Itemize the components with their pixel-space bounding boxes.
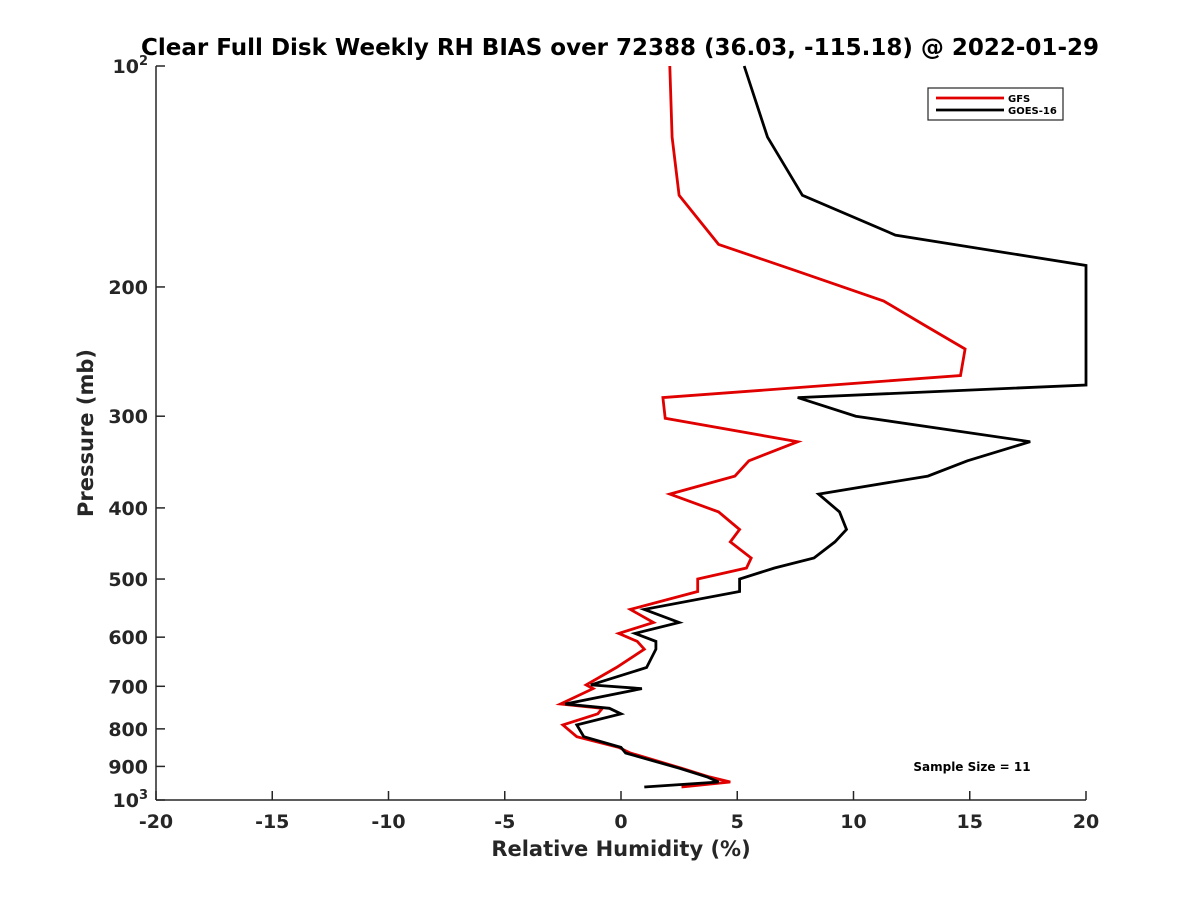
series-layer (555, 65, 1088, 789)
x-tick-label: -10 (371, 811, 405, 833)
x-tick-label: -20 (139, 811, 173, 833)
y-tick-label: 900 (108, 756, 148, 778)
series-line-gfs (555, 65, 967, 789)
chart-title: Clear Full Disk Weekly RH BIAS over 7238… (141, 35, 1099, 61)
x-tick-label: -5 (494, 811, 515, 833)
y-tick-label: 700 (108, 676, 148, 698)
legend-box (927, 87, 1064, 121)
y-tick-label: 300 (108, 406, 148, 428)
y-axis-label: Pressure (mb) (74, 349, 98, 517)
series-line-goes-16 (564, 65, 1088, 789)
axes: -20 -15 -10 -5 0 5 10 15 20 102 200 300 400 500 600 700… (108, 54, 1099, 833)
x-tick-label: 0 (614, 811, 627, 833)
y-tick-label: 200 (108, 277, 148, 299)
y-tick-label: 103 (113, 788, 149, 812)
x-tick-label: -15 (255, 811, 289, 833)
x-tick-label: 15 (957, 811, 983, 833)
y-tick-label: 500 (108, 569, 148, 591)
y-tick-label: 102 (113, 54, 149, 78)
y-tick-label: 800 (108, 719, 148, 741)
x-tick-label: 20 (1073, 811, 1099, 833)
legend-entry: GOES-16 (1008, 106, 1057, 117)
x-tick-label: 5 (731, 811, 744, 833)
y-tick-label: 400 (108, 498, 148, 520)
sample-size-annotation: Sample Size = 11 (913, 760, 1030, 774)
x-axis-label: Relative Humidity (%) (491, 837, 750, 861)
legend-entry: GFS (1008, 94, 1030, 105)
x-tick-label: 10 (840, 811, 866, 833)
y-tick-label: 600 (108, 627, 148, 649)
